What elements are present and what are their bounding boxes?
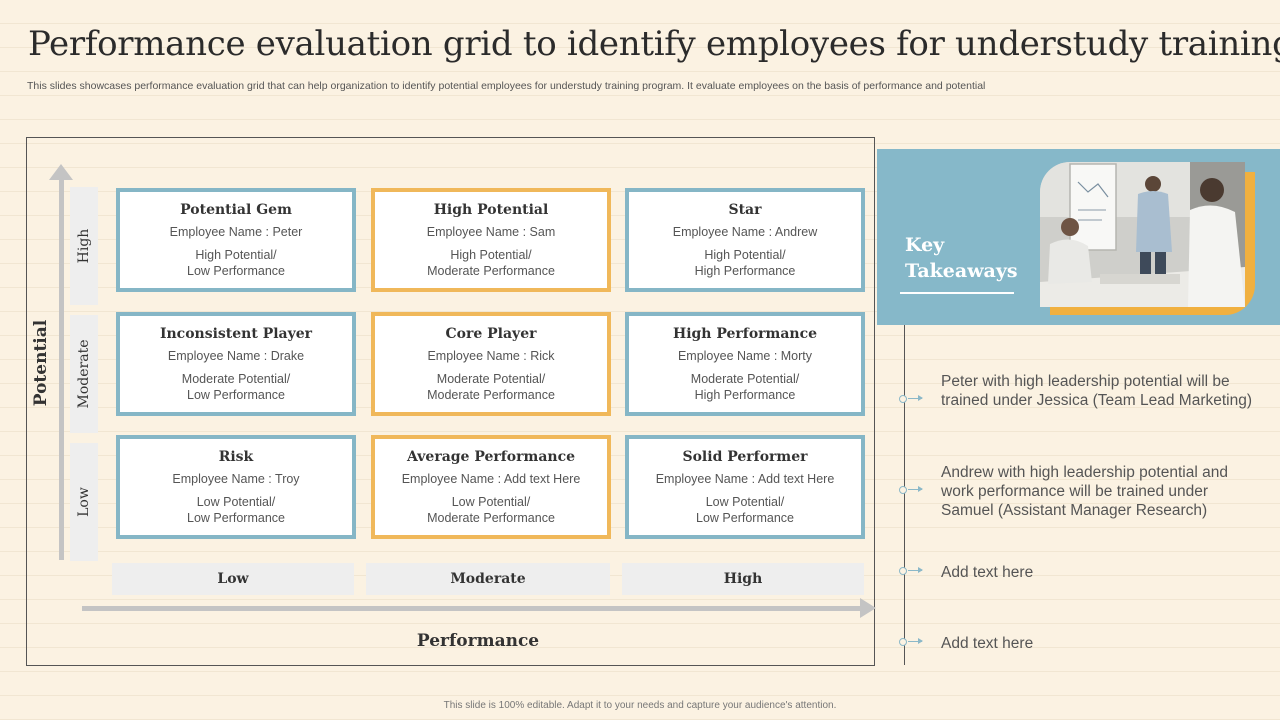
cell-employee: Employee Name : Drake [167, 349, 305, 363]
grid-cell-solid-performer: Solid Performer Employee Name : Add text… [625, 435, 865, 539]
cell-description: Moderate Potential/Low Performance [181, 372, 291, 402]
cell-title: Risk [218, 449, 254, 465]
grid-cell-core-player: Core Player Employee Name : Rick Moderat… [371, 312, 611, 416]
takeaway-item: Add text here [941, 635, 1034, 652]
cell-employee: Employee Name : Rick [427, 349, 555, 363]
cell-title: High Performance [672, 326, 818, 342]
cell-employee: Employee Name : Sam [426, 225, 556, 239]
row-label-moderate: Moderate [70, 315, 98, 433]
cell-description: Moderate Potential/High Performance [690, 372, 800, 402]
key-takeaways-title: Key Takeaways [905, 234, 1018, 282]
y-axis-arrow-icon [49, 164, 73, 180]
cell-description: Low Potential/Moderate Performance [427, 495, 555, 525]
cell-employee: Employee Name : Peter [169, 225, 303, 239]
cell-description: Low Potential/Low Performance [696, 495, 794, 525]
col-label-moderate: Moderate [366, 563, 610, 595]
col-label-low: Low [112, 563, 354, 595]
footer-note: This slide is 100% editable. Adapt it to… [443, 700, 837, 711]
row-label-low: Low [70, 443, 98, 561]
timeline-dot [899, 638, 907, 646]
cell-title: Potential Gem [180, 202, 292, 218]
grid-cell-high-performance: High Performance Employee Name : Morty M… [625, 312, 865, 416]
cell-title: Core Player [445, 326, 537, 342]
timeline-arrow-icon [908, 567, 923, 573]
evaluation-grid-panel [26, 137, 875, 666]
takeaways-timeline [904, 325, 905, 665]
cell-description: High Potential/High Performance [694, 248, 796, 278]
cell-description: Low Potential/Low Performance [187, 495, 285, 525]
cell-title: Average Performance [406, 449, 576, 465]
y-axis-title: Potential [31, 319, 51, 407]
grid-cell-potential-gem: Potential Gem Employee Name : Peter High… [116, 188, 356, 292]
grid-cell-inconsistent-player: Inconsistent Player Employee Name : Drak… [116, 312, 356, 416]
col-label-high: High [622, 563, 864, 595]
cell-employee: Employee Name : Andrew [672, 225, 818, 239]
timeline-dot [899, 395, 907, 403]
cell-title: Star [728, 202, 762, 218]
team-meeting-photo [1040, 162, 1245, 307]
page-title: Performance evaluation grid to identify … [28, 24, 1280, 64]
timeline-arrow-icon [908, 395, 923, 401]
cell-description: High Potential/Moderate Performance [427, 248, 555, 278]
timeline-arrow-icon [908, 486, 923, 492]
x-axis-title: Performance [416, 631, 540, 651]
grid-cell-average-performance: Average Performance Employee Name : Add … [371, 435, 611, 539]
cell-employee: Employee Name : Add text Here [655, 472, 835, 486]
cell-employee: Employee Name : Morty [677, 349, 813, 363]
takeaway-item: Andrew with high leadership potential an… [941, 464, 1228, 519]
y-axis-arrow-line [59, 178, 64, 560]
takeaway-item: Add text here [941, 564, 1034, 581]
timeline-arrow-icon [908, 638, 923, 644]
team-meeting-photo-icon [1040, 162, 1245, 307]
grid-cell-risk: Risk Employee Name : Troy Low Potential/… [116, 435, 356, 539]
cell-employee: Employee Name : Troy [172, 472, 300, 486]
key-takeaways-underline [900, 292, 1014, 294]
cell-title: Inconsistent Player [159, 326, 313, 342]
x-axis-arrow-line [82, 606, 862, 611]
x-axis-arrow-icon [860, 598, 876, 618]
timeline-dot [899, 567, 907, 575]
page-subtitle: This slides showcases performance evalua… [27, 80, 986, 92]
grid-cell-high-potential: High Potential Employee Name : Sam High … [371, 188, 611, 292]
cell-title: Solid Performer [682, 449, 808, 465]
grid-cell-star: Star Employee Name : Andrew High Potenti… [625, 188, 865, 292]
cell-title: High Potential [433, 202, 549, 218]
takeaway-item: Peter with high leadership potential wil… [941, 373, 1253, 409]
cell-description: High Potential/Low Performance [187, 248, 285, 278]
row-label-high: High [70, 187, 98, 305]
cell-employee: Employee Name : Add text Here [401, 472, 581, 486]
cell-description: Moderate Potential/Moderate Performance [427, 372, 555, 402]
timeline-dot [899, 486, 907, 494]
